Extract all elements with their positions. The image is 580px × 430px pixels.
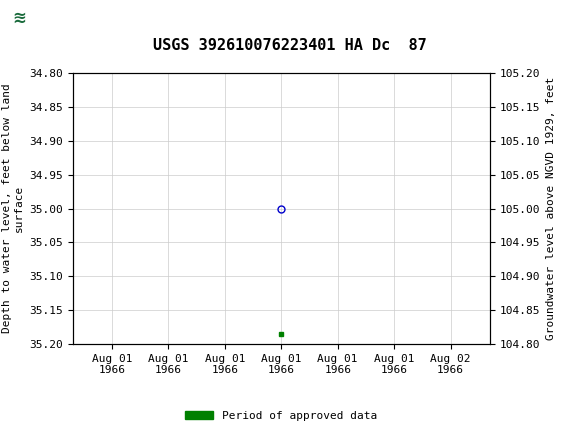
Text: ≋: ≋ xyxy=(12,9,26,27)
Y-axis label: Groundwater level above NGVD 1929, feet: Groundwater level above NGVD 1929, feet xyxy=(546,77,556,340)
Y-axis label: Depth to water level, feet below land
surface: Depth to water level, feet below land su… xyxy=(2,84,23,333)
Text: USGS: USGS xyxy=(67,8,126,27)
FancyBboxPatch shape xyxy=(3,2,61,34)
Legend: Period of approved data: Period of approved data xyxy=(181,406,382,425)
Text: USGS 392610076223401 HA Dc  87: USGS 392610076223401 HA Dc 87 xyxy=(153,38,427,52)
